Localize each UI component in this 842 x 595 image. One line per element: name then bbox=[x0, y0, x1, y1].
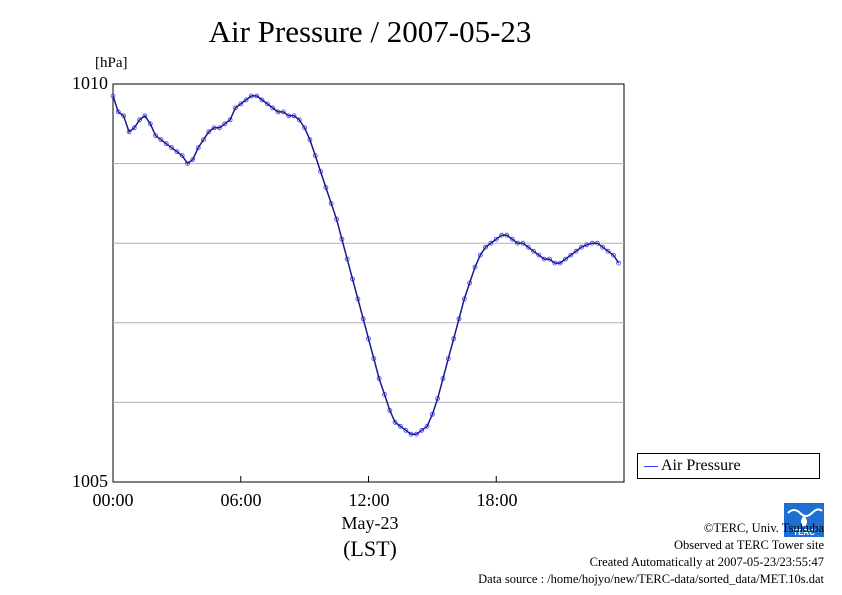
data-point bbox=[392, 419, 398, 425]
data-point bbox=[174, 149, 180, 155]
data-point bbox=[397, 423, 403, 429]
logo-text: TERC bbox=[793, 528, 815, 537]
data-point bbox=[616, 260, 622, 266]
terc-logo: TERC bbox=[784, 503, 824, 537]
data-point bbox=[600, 244, 606, 250]
data-point bbox=[424, 423, 430, 429]
data-point bbox=[488, 240, 494, 246]
data-point bbox=[573, 248, 579, 254]
data-point bbox=[190, 157, 196, 163]
y-tick-label-top: 1010 bbox=[72, 73, 108, 93]
data-point bbox=[493, 236, 499, 242]
x-tick-marks bbox=[112, 476, 497, 482]
data-point bbox=[206, 129, 212, 135]
data-point bbox=[536, 252, 542, 258]
y-tick-label-bottom: 1005 bbox=[72, 471, 108, 491]
x-tick-label-0600: 06:00 bbox=[220, 490, 262, 510]
y-axis-unit: [hPa] bbox=[95, 55, 128, 71]
data-point bbox=[483, 244, 489, 250]
data-point bbox=[302, 125, 308, 131]
data-point bbox=[563, 256, 568, 262]
plot-area bbox=[112, 83, 625, 483]
grid-lines bbox=[113, 163, 624, 403]
data-point bbox=[579, 244, 584, 250]
data-point bbox=[243, 97, 249, 103]
data-point bbox=[232, 105, 238, 111]
data-point bbox=[142, 113, 148, 119]
credit-source: Data source : /home/hojyo/new/TERC-data/… bbox=[478, 572, 824, 586]
x-axis-timezone-label: (LST) bbox=[343, 536, 397, 561]
x-tick-label-0000: 00:00 bbox=[92, 490, 134, 510]
data-point bbox=[238, 101, 244, 107]
credit-created: Created Automatically at 2007-05-23/23:5… bbox=[589, 555, 824, 569]
data-point bbox=[131, 125, 137, 131]
x-tick-label-1200: 12:00 bbox=[348, 490, 390, 510]
data-point bbox=[227, 117, 233, 123]
data-point bbox=[185, 161, 190, 167]
data-point bbox=[531, 248, 536, 254]
data-point bbox=[163, 141, 169, 147]
data-point bbox=[169, 145, 175, 151]
data-point bbox=[403, 427, 409, 433]
data-point bbox=[264, 101, 270, 107]
credit-copyright: ©TERC, Univ. Tsukuba bbox=[703, 521, 824, 535]
data-point bbox=[568, 252, 574, 258]
data-point bbox=[605, 248, 611, 254]
data-point bbox=[153, 133, 159, 139]
data-point bbox=[296, 117, 302, 123]
legend-label: Air Pressure bbox=[661, 457, 741, 474]
legend-swatch bbox=[644, 466, 658, 467]
data-point bbox=[195, 145, 201, 151]
data-point bbox=[611, 252, 616, 258]
chart-title: Air Pressure / 2007-05-23 bbox=[208, 14, 532, 49]
data-point bbox=[477, 252, 483, 258]
data-point bbox=[158, 137, 164, 143]
data-point bbox=[419, 427, 425, 433]
data-point bbox=[201, 137, 206, 143]
data-point bbox=[525, 244, 531, 250]
x-tick-label-1800: 18:00 bbox=[476, 490, 518, 510]
x-axis-date-label: May-23 bbox=[341, 513, 399, 533]
data-point bbox=[259, 97, 265, 103]
data-point bbox=[509, 236, 515, 242]
data-point bbox=[147, 121, 153, 127]
data-point bbox=[137, 117, 143, 123]
air-pressure-line bbox=[112, 95, 620, 435]
data-point bbox=[222, 121, 228, 127]
legend: Air Pressure bbox=[637, 453, 820, 479]
credit-observed: Observed at TERC Tower site bbox=[673, 538, 824, 552]
data-point bbox=[179, 153, 185, 159]
data-point bbox=[270, 105, 276, 111]
